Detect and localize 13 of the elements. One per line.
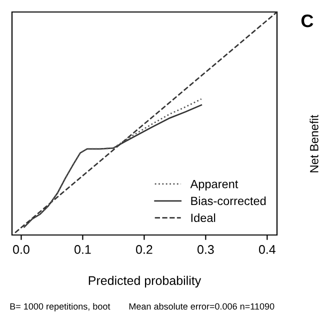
legend-label: Bias-corrected <box>191 196 266 206</box>
x-tick-label: 0.4 <box>258 245 276 254</box>
x-tick-label: 0.1 <box>74 245 91 254</box>
text: Net Benefit <box>310 114 318 172</box>
x-axis-title: Predicted probability <box>88 276 202 288</box>
legend-label: Ideal <box>191 213 216 222</box>
text: C <box>301 14 314 28</box>
text: B= 1000 repetitions, boot <box>10 302 110 312</box>
x-tick-label: 0.2 <box>136 245 152 254</box>
legend-label: Apparent <box>190 180 238 191</box>
x-tick-label: 0.3 <box>197 245 214 254</box>
text: Mean absolute error=0.006 n=11090 <box>129 302 274 310</box>
x-tick-label: 0.0 <box>13 245 30 254</box>
